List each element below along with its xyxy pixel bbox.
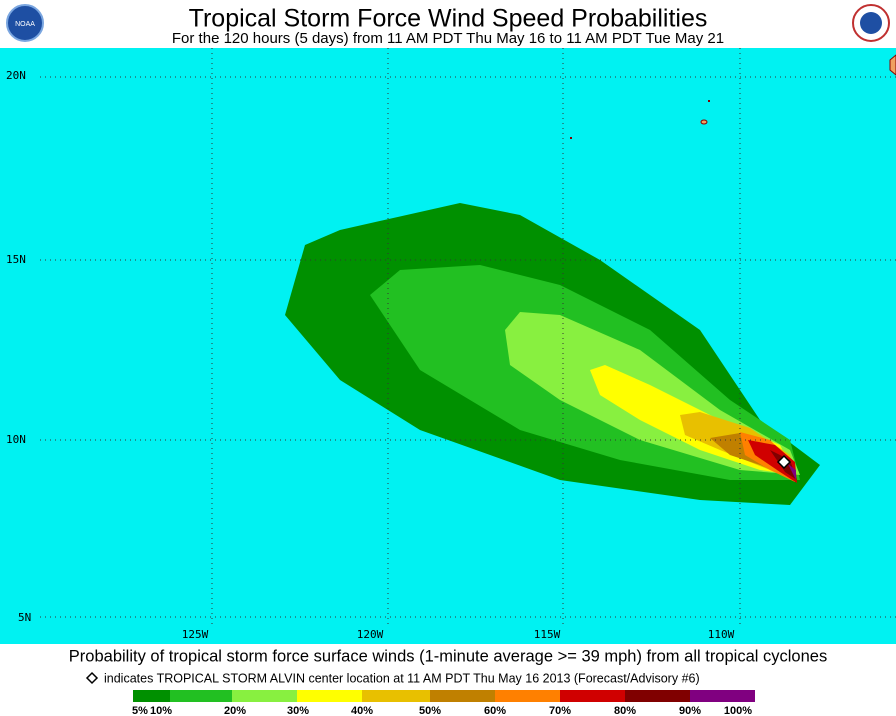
legend-label: 70% <box>549 705 571 716</box>
legend-swatch <box>690 690 755 702</box>
legend-label: 100% <box>724 705 752 716</box>
title: Tropical Storm Force Wind Speed Probabil… <box>189 5 708 33</box>
noaa-logo-text: NOAA <box>15 21 35 28</box>
coast <box>889 54 896 76</box>
noaa-logo <box>6 4 44 42</box>
legend-swatch <box>560 690 625 702</box>
legend-swatch <box>133 690 170 702</box>
lon-label: 125W <box>182 628 209 641</box>
legend-swatch <box>625 690 690 702</box>
legend-label: 10% <box>150 705 172 716</box>
lon-label: 115W <box>534 628 561 641</box>
legend <box>133 690 755 702</box>
legend-label: 5% <box>132 705 148 716</box>
legend-label: 20% <box>224 705 246 716</box>
legend-label: 50% <box>419 705 441 716</box>
legend-label: 80% <box>614 705 636 716</box>
legend-swatch <box>297 690 362 702</box>
footnote: indicates TROPICAL STORM ALVIN center lo… <box>104 671 700 685</box>
island <box>700 119 708 125</box>
legend-swatch <box>430 690 495 702</box>
legend-label: 40% <box>351 705 373 716</box>
legend-swatch <box>170 690 232 702</box>
probability-contours <box>285 203 820 505</box>
lon-label: 110W <box>708 628 735 641</box>
lon-label: 120W <box>357 628 384 641</box>
lat-label: 15N <box>6 253 26 266</box>
legend-swatch <box>495 690 560 702</box>
grid <box>40 48 896 625</box>
lat-label: 20N <box>6 69 26 82</box>
subtitle: For the 120 hours (5 days) from 11 AM PD… <box>172 30 724 47</box>
legend-label: 60% <box>484 705 506 716</box>
caption: Probability of tropical storm force surf… <box>69 647 827 665</box>
island <box>570 137 572 139</box>
legend-swatch <box>232 690 297 702</box>
contour-70 <box>748 440 797 483</box>
lat-label: 10N <box>6 433 26 446</box>
legend-labels: 5% 10% 20% 30% 40% 50% 60% 70% 80% 90% 1… <box>132 705 752 716</box>
storm-center <box>776 454 792 470</box>
diamond-icon <box>85 671 99 685</box>
lat-label: 5N <box>18 611 31 624</box>
legend-swatch <box>362 690 430 702</box>
nws-logo-inner <box>860 12 882 34</box>
island <box>708 100 710 102</box>
legend-label: 90% <box>679 705 701 716</box>
contour-90 <box>788 464 796 480</box>
legend-label: 30% <box>287 705 309 716</box>
